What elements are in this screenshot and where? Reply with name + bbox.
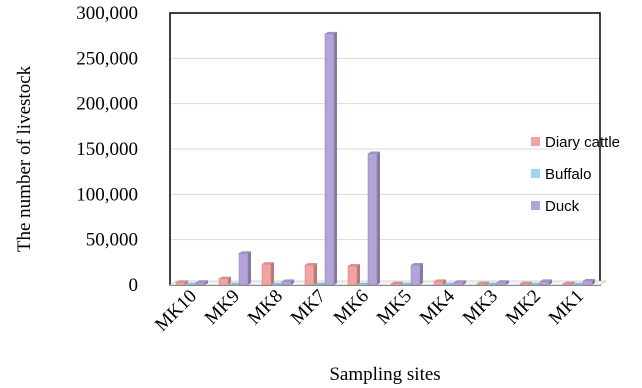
x-axis-title: Sampling sites — [329, 364, 440, 385]
legend-swatch — [531, 169, 540, 178]
bar-diary-cattle — [304, 263, 317, 286]
legend-label: Duck — [545, 198, 580, 215]
y-axis-title: The number of livestock — [14, 65, 35, 252]
bar-duck — [496, 280, 509, 286]
legend-swatch — [531, 201, 540, 210]
x-tick-label: MK7 — [287, 286, 330, 329]
bar-duck — [453, 280, 466, 286]
bar-duck — [539, 279, 552, 286]
bar-duck — [281, 279, 294, 286]
bar-diary-cattle — [347, 263, 360, 286]
x-tick-label: MK5 — [373, 286, 416, 329]
bar-diary-cattle — [433, 279, 446, 286]
bar-duck — [410, 263, 423, 286]
y-tick-labels: 0 50,000 100,000 150,000 200,000 250,000 300,0… — [76, 3, 138, 296]
y-tick-label: 50,000 — [86, 230, 138, 251]
x-tick-label: MK1 — [545, 286, 588, 329]
y-tick-label: 100,000 — [76, 184, 138, 205]
x-tick-label: MK10 — [151, 286, 201, 336]
bar-diary-cattle — [519, 281, 532, 286]
x-tick-label: MK3 — [459, 286, 502, 329]
gridlines — [170, 57, 600, 241]
x-tick-labels: MK10 MK9 MK8 MK7 MK6 MK5 MK4 MK3 MK2 MK1 — [151, 285, 588, 335]
x-tick-label: MK4 — [416, 285, 460, 329]
x-tick-label: MK8 — [244, 286, 287, 329]
bar-diary-cattle — [476, 281, 489, 286]
x-tick-label: MK6 — [330, 286, 373, 329]
y-tick-label: 250,000 — [76, 48, 138, 69]
legend-label: Buffalo — [545, 166, 591, 183]
y-tick-label: 200,000 — [76, 94, 138, 115]
bar-duck — [367, 151, 380, 286]
legend-label: Diary cattle — [545, 134, 620, 151]
y-tick-label: 150,000 — [76, 139, 138, 160]
legend: Diary cattle Buffalo Duck — [531, 134, 620, 215]
bar-duck — [582, 278, 595, 286]
legend-swatch — [531, 137, 540, 146]
y-tick-label: 300,000 — [76, 3, 138, 24]
bar-diary-cattle — [261, 262, 274, 286]
bar-duck — [238, 251, 251, 286]
x-tick-label: MK2 — [502, 286, 545, 329]
x-tick-label: MK9 — [201, 286, 244, 329]
bar-diary-cattle — [218, 276, 231, 286]
bar-duck — [195, 280, 208, 286]
bars — [175, 31, 595, 286]
bar-duck — [324, 31, 337, 286]
bar-diary-cattle — [562, 281, 575, 286]
y-tick-label: 0 — [129, 275, 139, 296]
